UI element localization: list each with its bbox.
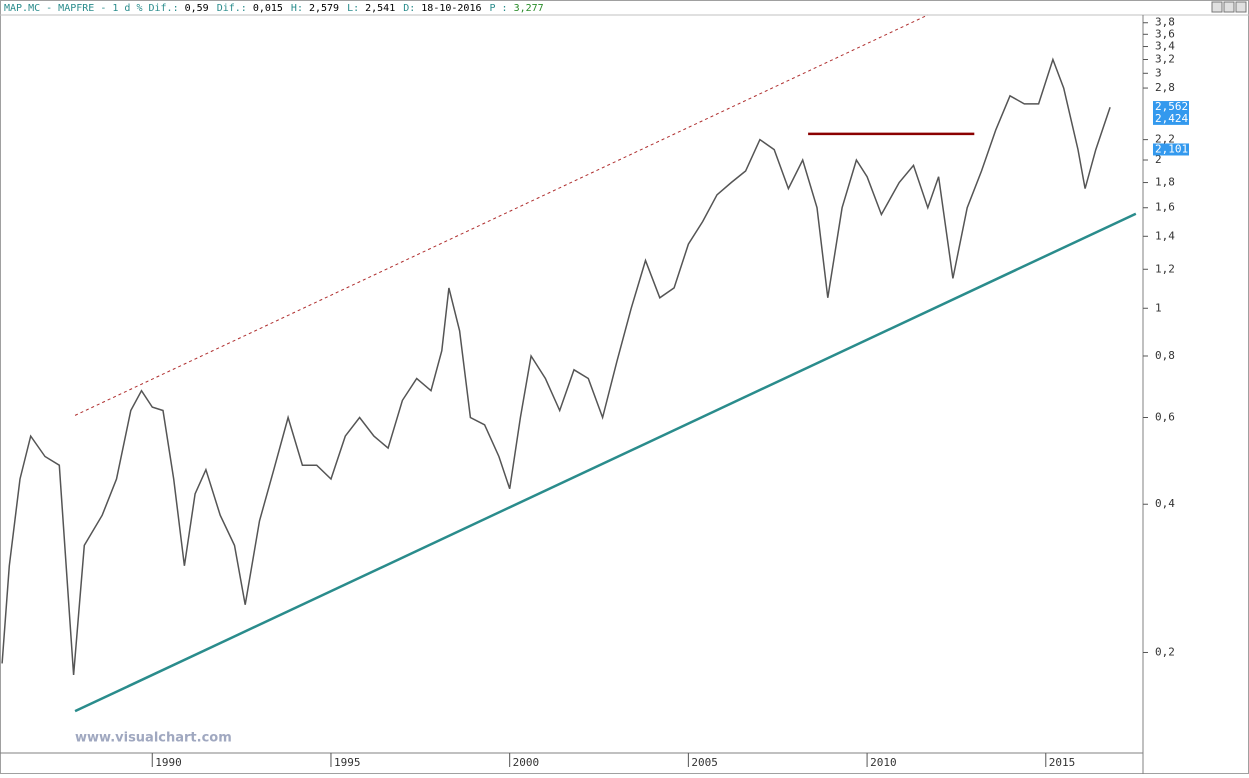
x-tick-label: 1995 <box>334 756 361 769</box>
y-tick-label: 3,4 <box>1155 40 1175 53</box>
y-tick-label: 2 <box>1155 153 1162 166</box>
y-tick-label: 3,8 <box>1155 16 1175 29</box>
y-tick-label: 0,8 <box>1155 349 1175 362</box>
header-label: H: <box>291 3 303 14</box>
price-marker-label: 2,562 <box>1155 100 1188 113</box>
header-value: 2,541 <box>365 3 395 14</box>
price-line <box>1 57 1111 676</box>
watermark: www.visualchart.com <box>75 731 232 746</box>
y-tick-label: 0,2 <box>1155 645 1175 658</box>
price-marker-label: 2,424 <box>1155 112 1188 125</box>
y-tick-label: 1,4 <box>1155 229 1175 242</box>
window-buttons <box>1211 1 1247 13</box>
header-label: MAP.MC - MAPFRE - 1 d % Dif.: <box>4 3 179 14</box>
x-tick-label: 1990 <box>155 756 182 769</box>
y-tick-label: 1,6 <box>1155 201 1175 214</box>
y-tick-label: 1 <box>1155 301 1162 314</box>
price-marker <box>1153 143 1189 156</box>
header-value: 0,59 <box>185 3 209 14</box>
x-tick-label: 2015 <box>1049 756 1076 769</box>
header-value: 0,015 <box>253 3 283 14</box>
price-marker <box>1153 101 1189 114</box>
x-tick-label: 2010 <box>870 756 897 769</box>
maximize-button[interactable] <box>1223 1 1235 13</box>
x-tick-label: 2005 <box>691 756 718 769</box>
y-tick-label: 0,4 <box>1155 497 1175 510</box>
minimize-button[interactable] <box>1211 1 1223 13</box>
header-label: P : <box>490 3 508 14</box>
header-value: 18-10-2016 <box>421 3 481 14</box>
price-marker-label: 2,101 <box>1155 142 1188 155</box>
header: MAP.MC - MAPFRE - 1 d % Dif.: 0,59 Dif.: 0,… <box>4 3 544 14</box>
y-tick-label: 1,2 <box>1155 262 1175 275</box>
header-value: 3,277 <box>514 3 544 14</box>
y-tick-label: 2,2 <box>1155 133 1175 146</box>
y-tick-label: 0,6 <box>1155 411 1175 424</box>
y-tick-label: 1,8 <box>1155 176 1175 189</box>
y-tick-label: 2,8 <box>1155 81 1175 94</box>
y-tick-label: 3,2 <box>1155 52 1175 65</box>
close-button[interactable] <box>1235 1 1247 13</box>
x-tick-label: 2000 <box>513 756 540 769</box>
trendline <box>74 14 929 416</box>
y-tick-label: 3 <box>1155 66 1162 79</box>
trendline <box>74 212 1137 713</box>
header-label: L: <box>347 3 359 14</box>
header-value: 2,579 <box>309 3 339 14</box>
header-label: D: <box>403 3 415 14</box>
y-tick-label: 3,6 <box>1155 27 1175 40</box>
header-label: Dif.: <box>217 3 247 14</box>
price-marker <box>1153 112 1189 125</box>
